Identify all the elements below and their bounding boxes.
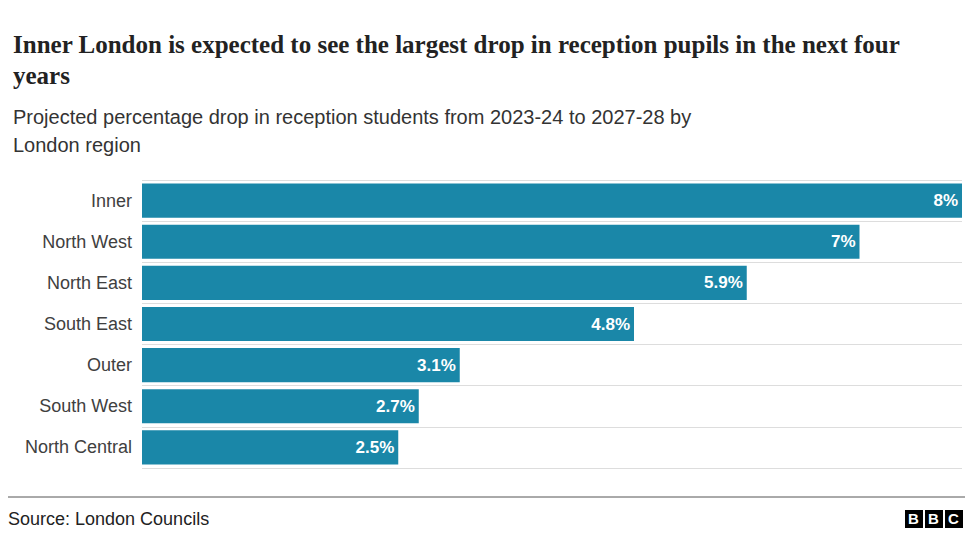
svg-text:Inner London is expected to se: Inner London is expected to see the larg… [13,31,906,58]
svg-text:2.7%: 2.7% [376,397,415,416]
svg-text:years: years [13,62,70,89]
svg-text:2.5%: 2.5% [356,438,395,457]
svg-text:5.9%: 5.9% [704,273,743,292]
svg-text:London region: London region [13,134,141,156]
svg-text:7%: 7% [831,232,856,251]
svg-text:Source: London Councils: Source: London Councils [8,509,209,529]
svg-text:4.8%: 4.8% [591,315,630,334]
svg-text:B: B [928,510,939,527]
svg-text:Inner: Inner [91,191,132,211]
svg-text:Projected percentage drop in r: Projected percentage drop in reception s… [13,106,697,128]
svg-text:North Central: North Central [25,437,132,457]
svg-text:C: C [948,510,959,527]
svg-text:3.1%: 3.1% [417,356,456,375]
svg-text:8%: 8% [933,191,958,210]
svg-text:B: B [908,510,919,527]
svg-text:North East: North East [47,273,132,293]
svg-text:South West: South West [39,396,132,416]
svg-text:South East: South East [44,314,132,334]
svg-text:North West: North West [42,232,132,252]
svg-text:Outer: Outer [87,355,132,375]
